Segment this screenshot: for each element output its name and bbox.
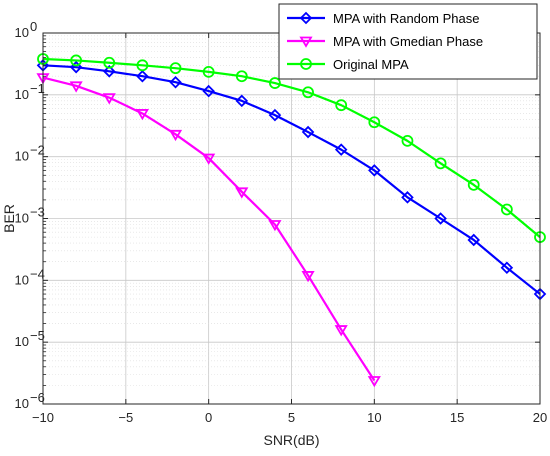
series-line — [42, 57, 541, 238]
data-point-marker — [299, 11, 313, 25]
y-tick-exponent: 0 — [30, 19, 37, 34]
legend-entry: Original MPA — [287, 57, 409, 72]
data-point-marker — [368, 164, 381, 177]
data-point-marker — [69, 60, 83, 74]
y-tick-label: 10 — [15, 334, 29, 349]
legend-entry: MPA with Gmedian Phase — [287, 34, 483, 49]
y-axis-title: BER — [1, 204, 17, 233]
data-point-marker — [235, 70, 248, 83]
y-tick-exponent: −1 — [30, 81, 45, 96]
data-point-marker — [367, 376, 381, 388]
x-tick-label: 5 — [288, 410, 295, 425]
series-line — [42, 76, 376, 382]
legend-label: Original MPA — [333, 57, 409, 72]
data-point-marker — [235, 187, 249, 199]
x-tick-label: 10 — [367, 410, 381, 425]
data-point-marker — [500, 203, 513, 216]
data-point-marker — [500, 261, 514, 274]
data-point-marker — [169, 75, 182, 89]
y-tick-exponent: −2 — [30, 143, 45, 158]
data-point-marker — [334, 143, 348, 156]
data-point-marker — [300, 58, 312, 70]
data-point-marker — [202, 153, 216, 165]
data-point-marker — [401, 134, 414, 147]
x-tick-label: −10 — [32, 410, 54, 425]
y-tick-exponent: −4 — [30, 266, 45, 281]
legend-label: MPA with Gmedian Phase — [333, 34, 483, 49]
data-point-marker — [434, 157, 447, 170]
data-point-marker — [168, 129, 183, 142]
data-point-marker — [69, 81, 83, 93]
x-axis-title: SNR(dB) — [263, 432, 319, 448]
y-tick-exponent: −6 — [30, 390, 45, 405]
data-point-marker — [103, 56, 116, 69]
data-point-marker — [467, 178, 480, 191]
data-point-marker — [268, 220, 282, 232]
data-point-marker — [302, 86, 314, 99]
y-tick-label: 10 — [15, 149, 29, 164]
data-point-marker — [235, 94, 249, 108]
data-point-marker — [202, 65, 215, 78]
data-point-marker — [401, 191, 414, 204]
x-tick-labels: −10 −5 0 5 10 15 20 — [32, 410, 547, 425]
x-tick-label: −5 — [118, 410, 133, 425]
series-2 — [36, 73, 381, 388]
data-point-marker — [368, 116, 381, 129]
y-tick-label: 10 — [15, 272, 29, 287]
series-layer — [36, 53, 547, 388]
data-point-marker — [135, 109, 149, 121]
x-tick-label: 0 — [205, 410, 212, 425]
legend-label: MPA with Random Phase — [333, 11, 479, 26]
series-line — [42, 64, 541, 295]
y-tick-label: 10 — [15, 25, 29, 40]
data-point-marker — [202, 84, 215, 98]
x-tick-label: 20 — [533, 410, 547, 425]
data-point-marker — [136, 59, 149, 72]
y-tick-exponent: −5 — [30, 328, 45, 343]
y-tick-exponent: −3 — [30, 205, 45, 220]
data-point-marker — [434, 212, 447, 225]
data-point-marker — [169, 62, 182, 75]
data-point-marker — [299, 36, 313, 48]
data-point-marker — [70, 54, 83, 67]
legend: MPA with Random Phase MPA with Gmedian Ph… — [278, 3, 538, 80]
y-tick-label: 10 — [15, 211, 29, 226]
data-point-marker — [102, 65, 116, 78]
data-point-marker — [136, 69, 149, 83]
data-point-marker — [335, 99, 348, 112]
legend-entry: MPA with Random Phase — [287, 11, 479, 26]
data-point-marker — [334, 325, 348, 337]
data-point-marker — [268, 108, 282, 122]
y-tick-label: 10 — [15, 87, 29, 102]
data-point-marker — [102, 93, 116, 105]
data-point-marker — [467, 233, 481, 247]
x-tick-label: 15 — [450, 410, 464, 425]
data-point-marker — [269, 77, 281, 89]
y-tick-label: 10 — [15, 396, 29, 411]
data-point-marker — [301, 125, 315, 139]
data-point-marker — [301, 271, 315, 283]
